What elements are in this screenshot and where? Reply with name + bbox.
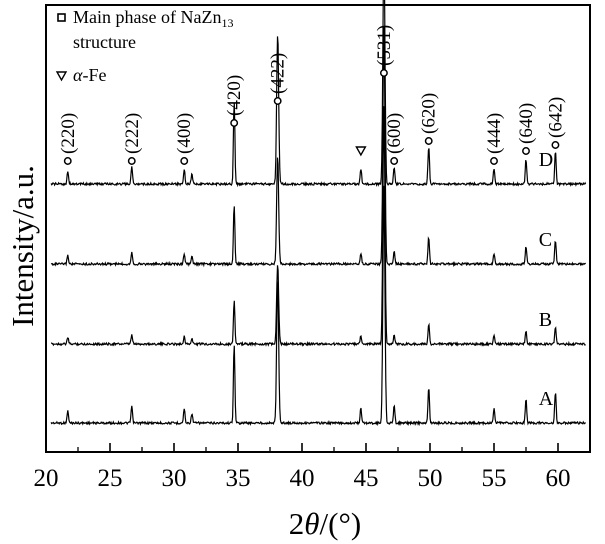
x-tick-label: 50 xyxy=(418,465,443,492)
nazn13-marker-600 xyxy=(390,157,399,165)
x-tick-label: 60 xyxy=(546,465,571,492)
series-label-C: C xyxy=(539,229,552,251)
x-tick-label: 55 xyxy=(482,465,507,492)
legend-nazn13-label: Main phase of NaZn13 xyxy=(73,7,233,30)
x-tick-label: 30 xyxy=(162,465,187,492)
series-line-B xyxy=(51,106,587,347)
nazn13-marker-222 xyxy=(127,157,136,165)
series-line-D xyxy=(50,0,587,188)
peak-label-420: (420) xyxy=(224,75,245,116)
series-label-A: A xyxy=(539,388,554,410)
nazn13-marker-400 xyxy=(180,157,189,165)
peak-label-640: (640) xyxy=(516,103,537,144)
nazn13-marker-420 xyxy=(230,119,239,127)
alpha-fe-marker xyxy=(355,146,367,157)
peak-labels: (220) (222) (400) (420) (422) (531) (600) (620)… xyxy=(58,25,566,165)
series-label-B: B xyxy=(539,309,552,331)
legend-nazn13-label-line2: structure xyxy=(73,32,136,52)
nazn13-marker-444 xyxy=(490,157,498,165)
x-tick-label: 40 xyxy=(290,465,315,492)
nazn13-marker-620 xyxy=(424,137,433,145)
nazn13-marker-642 xyxy=(551,141,560,149)
nazn13-marker-531 xyxy=(379,69,388,77)
peak-label-400: (400) xyxy=(174,113,195,154)
plot-frame xyxy=(45,4,591,453)
peak-label-444: (444) xyxy=(484,113,505,154)
peak-label-422: (422) xyxy=(268,53,289,94)
legend-square-marker xyxy=(57,13,66,22)
xrd-series: A B C D xyxy=(50,0,587,427)
x-tick-label: 25 xyxy=(98,465,123,492)
nazn13-marker-640 xyxy=(522,147,530,155)
series-line-A xyxy=(50,185,587,427)
nazn13-marker-422 xyxy=(273,97,282,105)
x-axis-ticks: 20 25 30 35 40 45 50 55 60 xyxy=(34,443,591,492)
x-tick-label: 35 xyxy=(226,465,251,492)
legend-triangle-marker xyxy=(55,71,68,82)
peak-label-642: (642) xyxy=(545,97,566,138)
plot-area-border xyxy=(45,4,591,453)
y-axis-title: Intensity/a.u. xyxy=(5,165,40,327)
peak-label-220: (220) xyxy=(58,113,79,154)
series-line-C xyxy=(50,26,587,268)
nazn13-marker-220 xyxy=(63,157,72,165)
peak-label-600: (600) xyxy=(384,113,405,154)
peak-label-620: (620) xyxy=(419,93,440,134)
legend-alpha-fe-label: α-Fe xyxy=(73,65,106,85)
peak-label-531: (531) xyxy=(374,25,395,66)
x-axis-title: 2θ/(°) xyxy=(289,506,361,541)
x-tick-label: 45 xyxy=(354,465,379,492)
peak-label-222: (222) xyxy=(122,113,143,154)
x-tick-label: 20 xyxy=(34,465,59,492)
series-label-D: D xyxy=(539,149,553,171)
